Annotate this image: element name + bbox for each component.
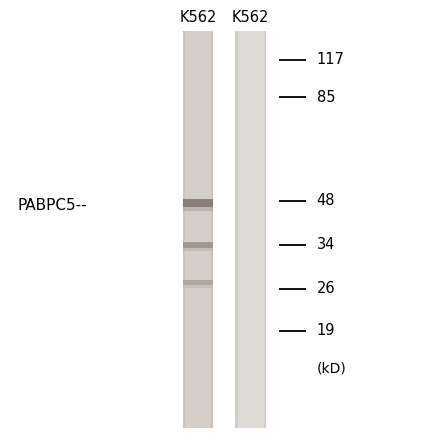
Bar xyxy=(183,199,213,207)
Text: 26: 26 xyxy=(317,281,335,296)
Bar xyxy=(235,31,238,428)
Bar xyxy=(183,285,213,288)
Text: 19: 19 xyxy=(317,323,335,338)
Text: K562: K562 xyxy=(180,10,216,25)
Text: 117: 117 xyxy=(317,52,345,67)
Bar xyxy=(183,31,213,428)
Bar xyxy=(183,248,213,251)
Text: 48: 48 xyxy=(317,193,335,208)
Bar xyxy=(264,31,266,428)
Text: K562: K562 xyxy=(232,10,269,25)
Bar xyxy=(183,280,213,285)
Bar xyxy=(183,207,213,211)
Bar xyxy=(211,31,213,428)
Text: 34: 34 xyxy=(317,237,335,252)
Text: PABPC5--: PABPC5-- xyxy=(18,198,87,213)
Bar xyxy=(183,31,185,428)
Bar xyxy=(183,242,213,248)
Text: 85: 85 xyxy=(317,90,335,105)
Text: (kD): (kD) xyxy=(317,361,347,375)
Bar xyxy=(235,31,266,428)
